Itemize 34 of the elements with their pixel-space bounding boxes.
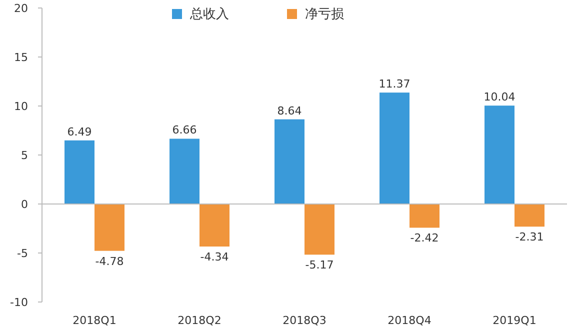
data-label: 8.64: [277, 104, 302, 118]
data-label: -4.78: [95, 254, 124, 268]
legend-label: 总收入: [189, 7, 229, 22]
x-tick-label: 2019Q1: [492, 314, 536, 327]
x-tick-label: 2018Q4: [388, 314, 432, 327]
data-label: -5.17: [305, 258, 334, 272]
x-tick-label: 2018Q1: [72, 314, 116, 327]
bar: [304, 204, 334, 255]
y-tick-label: 5: [21, 149, 28, 162]
data-label: -4.34: [200, 250, 229, 264]
data-label: 6.66: [172, 124, 197, 137]
data-label: -2.31: [515, 230, 544, 244]
y-tick-label: -10: [10, 296, 28, 309]
y-tick-label: 20: [14, 2, 28, 15]
data-label: -2.42: [410, 232, 439, 245]
bar: [274, 119, 304, 204]
bar: [94, 204, 124, 251]
data-label: 11.37: [378, 78, 410, 91]
bar: [484, 106, 514, 204]
data-label: 10.04: [484, 90, 516, 104]
data-label: 6.49: [67, 125, 92, 138]
bar: [200, 204, 230, 247]
bar: [64, 140, 94, 204]
y-tick-label: 0: [21, 198, 28, 211]
x-tick-label: 2018Q3: [282, 314, 326, 327]
bar: [380, 92, 410, 204]
x-tick-label: 2018Q2: [178, 314, 222, 327]
y-tick-label: -5: [17, 247, 28, 260]
bar: [170, 138, 200, 204]
bar: [410, 204, 440, 228]
legend-label: 净亏损: [305, 7, 344, 22]
bar: [514, 204, 544, 227]
y-tick-label: 10: [14, 100, 28, 113]
y-tick-label: 15: [14, 51, 28, 64]
